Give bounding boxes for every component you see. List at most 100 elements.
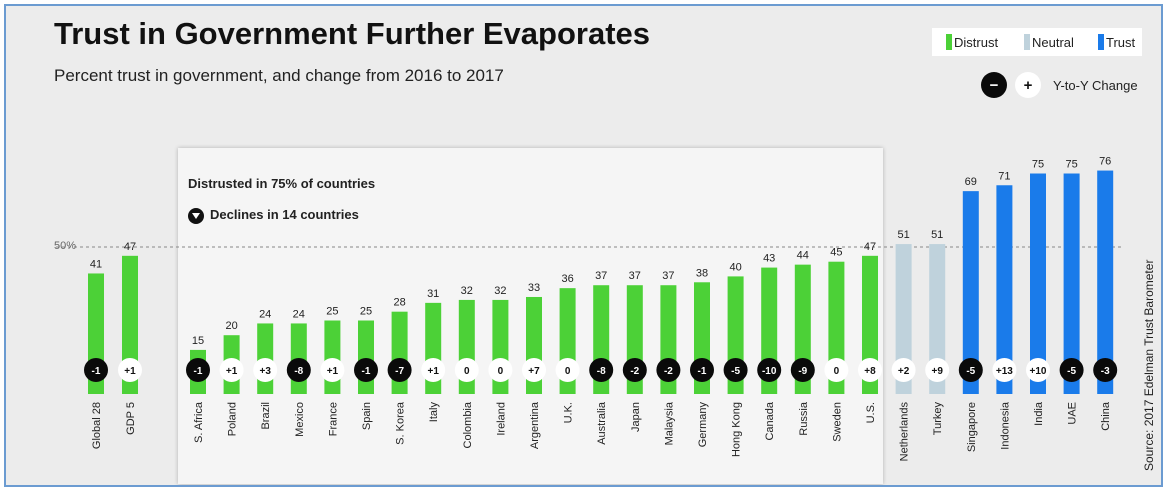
value-label: 32	[461, 285, 473, 297]
change-label: -5	[1067, 366, 1076, 377]
change-badge	[454, 358, 479, 382]
change-badge	[555, 358, 580, 382]
value-label: 24	[259, 308, 271, 320]
category-label: Ireland	[495, 402, 507, 436]
change-label: +8	[864, 366, 876, 377]
change-badge	[421, 358, 446, 382]
source-note: Source: 2017 Edelman Trust Barometer	[1142, 259, 1156, 471]
change-label: -1	[92, 366, 101, 377]
category-label: S. Africa	[193, 401, 205, 443]
change-badge	[186, 358, 210, 382]
category-label: Global 28	[91, 402, 103, 449]
change-label: -1	[362, 366, 371, 377]
category-label: Australia	[596, 401, 608, 445]
change-label: -8	[294, 366, 303, 377]
yty-minus-badge: −	[981, 72, 1007, 98]
category-label: Indonesia	[999, 401, 1011, 450]
change-label: +1	[427, 366, 439, 377]
change-label: +2	[898, 366, 910, 377]
change-label: -2	[664, 366, 673, 377]
change-label: -2	[630, 366, 639, 377]
legend-distrust: Distrust	[946, 34, 998, 50]
change-label: 0	[498, 366, 504, 377]
value-label: 37	[629, 270, 641, 282]
reference-line-label: 50%	[54, 240, 76, 252]
change-badge	[925, 358, 950, 382]
category-label: Malaysia	[663, 401, 675, 445]
value-label: 24	[293, 308, 305, 320]
category-label: GDP 5	[125, 402, 137, 435]
value-label: 71	[998, 170, 1010, 182]
change-badge	[622, 358, 647, 382]
bar-france	[324, 320, 341, 394]
value-label: 33	[528, 282, 540, 294]
change-badge	[656, 358, 681, 382]
category-label: U.K.	[563, 402, 575, 423]
change-label: -9	[798, 366, 807, 377]
value-label: 51	[897, 229, 909, 241]
value-label: 36	[561, 273, 573, 285]
value-label: 15	[192, 335, 204, 347]
change-badge	[118, 358, 142, 382]
bar-india	[1030, 173, 1046, 394]
change-badge	[690, 358, 714, 382]
change-badge	[824, 358, 849, 382]
category-label: U.S.	[865, 402, 877, 423]
value-label: 43	[763, 253, 775, 265]
change-badge	[1093, 358, 1118, 382]
legend-neutral: Neutral	[1024, 34, 1074, 50]
bar-china	[1097, 170, 1114, 394]
category-label: China	[1100, 401, 1112, 431]
category-label: Canada	[764, 401, 776, 440]
value-label: 40	[729, 261, 741, 273]
change-badge	[354, 358, 378, 382]
legend-trust-swatch	[1098, 34, 1104, 50]
category-label: Spain	[361, 402, 373, 430]
value-label: 37	[662, 270, 674, 282]
value-label: 28	[393, 297, 405, 309]
category-label: France	[327, 402, 339, 436]
bar-singapore	[962, 191, 979, 394]
value-label: 75	[1065, 159, 1077, 171]
change-label: 0	[834, 366, 840, 377]
change-label: -8	[597, 366, 606, 377]
bar-chart: 50% 41 -1 Global 28 47 +1 GDP 5 15 -1 S. Africa 20…	[54, 156, 1121, 462]
value-label: 20	[225, 320, 237, 332]
value-label: 47	[864, 241, 876, 253]
callout-line-2: Declines in 14 countries	[188, 207, 359, 224]
change-label: 0	[565, 366, 571, 377]
category-label: S. Korea	[395, 401, 407, 445]
category-label: Germany	[697, 402, 709, 448]
callout-line-2-text: Declines in 14 countries	[210, 207, 359, 222]
bar-indonesia	[996, 185, 1013, 394]
change-badge	[790, 358, 815, 382]
change-badge	[891, 358, 916, 382]
change-label: +1	[327, 366, 339, 377]
change-label: -7	[395, 366, 404, 377]
change-label: +3	[259, 366, 271, 377]
category-label: Russia	[798, 401, 810, 436]
category-label: Argentina	[529, 401, 541, 449]
change-label: -5	[731, 366, 740, 377]
change-badge	[757, 358, 782, 382]
value-label: 25	[326, 306, 338, 318]
change-label: -5	[966, 366, 975, 377]
value-label: 32	[494, 285, 506, 297]
bar-uae	[1063, 173, 1080, 394]
category-label: Hong Kong	[731, 402, 743, 457]
legend-neutral-label: Neutral	[1032, 34, 1074, 50]
bar-netherlands	[895, 244, 912, 394]
category-label: Turkey	[932, 402, 944, 436]
change-label: -3	[1101, 366, 1110, 377]
chart-title: Trust in Government Further Evaporates	[54, 16, 651, 51]
change-label: 0	[464, 366, 470, 377]
legend-trust: Trust	[1098, 34, 1135, 50]
yty-plus-badge: +	[1015, 72, 1041, 98]
change-badge	[858, 358, 882, 382]
value-label: 51	[931, 229, 943, 241]
category-label: Netherlands	[899, 402, 911, 462]
change-label: +9	[931, 366, 943, 377]
change-badge	[286, 358, 311, 382]
value-label: 25	[360, 306, 372, 318]
change-label: +13	[996, 366, 1013, 377]
